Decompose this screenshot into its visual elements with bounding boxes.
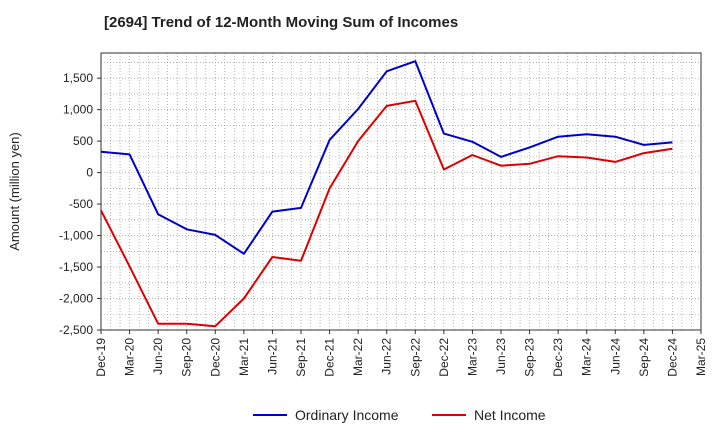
x-tick-label: Dec-23 xyxy=(551,338,565,377)
plot-border xyxy=(100,52,702,331)
chart-title: [2694] Trend of 12-Month Moving Sum of I… xyxy=(104,14,459,31)
x-tick-label: Mar-21 xyxy=(237,338,251,376)
x-tick-label: Sep-22 xyxy=(408,338,422,377)
y-tick-label: -500 xyxy=(69,197,93,211)
legend-label: Ordinary Income xyxy=(295,407,399,423)
x-tick-label: Jun-20 xyxy=(151,338,165,375)
legend: Ordinary Income Net Income xyxy=(253,407,546,423)
y-tick-label: -2,500 xyxy=(59,323,93,337)
x-tick-label: Mar-22 xyxy=(351,338,365,376)
x-tick-labels: Dec-19 Mar-20 Jun-20 Sep-20 Dec-20 Mar-21 Jun-… xyxy=(94,330,708,377)
y-tick-label: -1,500 xyxy=(59,260,93,274)
x-tick-label: Sep-24 xyxy=(637,338,651,377)
y-tick-label: 1,000 xyxy=(63,103,93,117)
series-line-net-income xyxy=(100,99,673,328)
x-tick-label: Dec-20 xyxy=(208,338,222,377)
x-tick-label: Sep-20 xyxy=(180,338,194,377)
y-tick-label: -2,000 xyxy=(59,292,93,306)
x-tick-label: Sep-21 xyxy=(294,338,308,377)
series-line-ordinary-income xyxy=(100,60,673,255)
x-tick-label: Dec-21 xyxy=(323,338,337,377)
y-tick-label: 500 xyxy=(73,134,93,148)
x-tick-label: Dec-24 xyxy=(665,338,679,377)
x-tick-label: Mar-24 xyxy=(580,338,594,376)
x-tick-label: Jun-24 xyxy=(608,338,622,375)
plot-area xyxy=(101,53,701,330)
x-tick-label: Jun-23 xyxy=(494,338,508,375)
x-tick-label: Sep-23 xyxy=(523,338,537,377)
y-axis-label: Amount (million yen) xyxy=(7,132,22,251)
x-tick-label: Jun-22 xyxy=(380,338,394,375)
x-tick-label: Jun-21 xyxy=(265,338,279,375)
series-layer xyxy=(100,60,673,328)
legend-label: Net Income xyxy=(474,407,546,423)
y-tick-labels: 1,500 1,000 500 0 -500 -1,000 -1,500 -2,000 -2,5… xyxy=(59,71,101,337)
y-tick-label: -1,000 xyxy=(59,229,93,243)
x-tick-label: Mar-20 xyxy=(123,338,137,376)
x-tick-label: Mar-25 xyxy=(694,338,708,376)
x-tick-label: Dec-19 xyxy=(94,338,108,377)
x-tick-label: Dec-22 xyxy=(437,338,451,377)
x-tick-label: Mar-23 xyxy=(465,338,479,376)
y-tick-label: 0 xyxy=(86,166,93,180)
y-tick-label: 1,500 xyxy=(63,71,93,85)
